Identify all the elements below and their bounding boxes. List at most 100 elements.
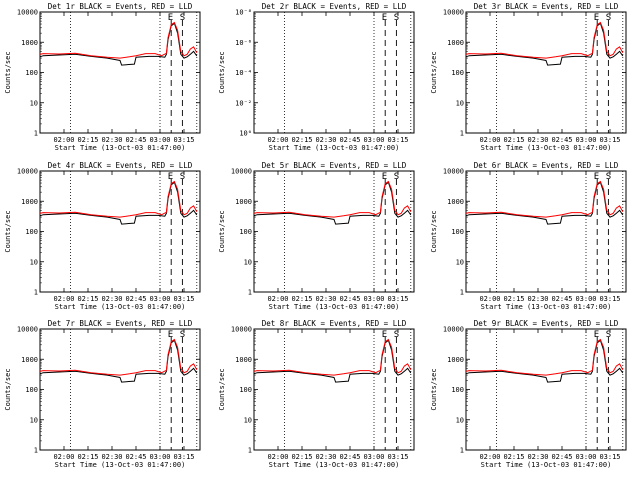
y-tick-label: 10⁻⁶ <box>235 39 252 47</box>
y-tick-label: 10 <box>456 258 464 266</box>
plot-frame <box>39 11 201 134</box>
marker-label-s: S <box>180 172 185 182</box>
x-axis-label: Start Time (13-Oct-03 01:47:00) <box>55 144 186 152</box>
x-tick-label: 02:15 <box>291 453 312 461</box>
marker-label-e: E <box>168 172 173 182</box>
x-tick-label: 02:30 <box>101 136 122 144</box>
y-axis-label: Counts/sec <box>430 210 438 252</box>
x-tick-label: 02:15 <box>77 136 98 144</box>
x-tick-label: 02:30 <box>315 136 336 144</box>
x-tick-label: 02:15 <box>291 136 312 144</box>
panel-title: Det 2r BLACK = Events, RED = LLD <box>262 2 407 11</box>
events-series-line <box>39 22 198 66</box>
x-tick-label: 02:15 <box>291 295 312 303</box>
x-tick-label: 03:15 <box>387 295 408 303</box>
panel-det-5: Det 5r BLACK = Events, RED = LLD 1 10 100 10… <box>218 161 415 311</box>
x-tick-label: 03:15 <box>387 136 408 144</box>
marker-label-e: E <box>382 172 387 182</box>
lld-series-line <box>253 338 412 376</box>
x-tick-label: 02:15 <box>77 453 98 461</box>
lld-series-line <box>39 180 198 218</box>
x-tick-label: 03:00 <box>363 295 384 303</box>
panel-det-3: Det 3r BLACK = Events, RED = LLD 1 10 100 10… <box>430 2 627 152</box>
x-tick-label: 02:00 <box>479 453 500 461</box>
marker-label-s: S <box>394 13 399 23</box>
y-tick-label: 100 <box>451 386 464 394</box>
marker-label-s: S <box>180 330 185 340</box>
x-tick-label: 02:15 <box>77 295 98 303</box>
events-series-line <box>465 181 624 225</box>
lld-series-line <box>253 180 412 218</box>
x-tick-label: 02:45 <box>339 295 360 303</box>
y-tick-label: 10 <box>244 416 252 424</box>
x-tick-label: 03:15 <box>599 453 620 461</box>
y-tick-label: 10⁻⁴ <box>235 69 252 77</box>
y-tick-label: 1000 <box>447 198 464 206</box>
y-tick-label: 10000 <box>231 326 252 334</box>
x-tick-label: 02:45 <box>551 295 572 303</box>
x-tick-label: 03:00 <box>575 453 596 461</box>
x-tick-label: 02:45 <box>125 295 146 303</box>
marker-label-s: S <box>180 13 185 23</box>
y-tick-label: 100 <box>25 228 38 236</box>
y-tick-label: 1 <box>460 447 464 455</box>
y-tick-label: 1000 <box>21 39 38 47</box>
marker-label-s: S <box>606 330 611 340</box>
panel-det-4: Det 4r BLACK = Events, RED = LLD 1 10 100 10… <box>4 161 201 311</box>
y-axis-label: Counts/sec <box>430 51 438 93</box>
plot-frame <box>465 170 627 293</box>
y-tick-label: 10000 <box>17 326 38 334</box>
x-tick-label: 02:45 <box>125 453 146 461</box>
x-tick-label: 02:30 <box>101 453 122 461</box>
y-tick-label: 10000 <box>443 326 464 334</box>
panel-det-6: Det 6r BLACK = Events, RED = LLD 1 10 100 10… <box>430 161 627 311</box>
y-tick-label: 10000 <box>443 9 464 17</box>
x-tick-label: 02:00 <box>53 136 74 144</box>
x-axis-label: Start Time (13-Oct-03 01:47:00) <box>269 303 400 311</box>
lld-series-line <box>39 338 198 376</box>
y-tick-label: 10 <box>456 416 464 424</box>
panel-title: Det 9r BLACK = Events, RED = LLD <box>474 319 619 328</box>
y-axis-label: Counts/sec <box>430 368 438 410</box>
x-tick-label: 02:30 <box>101 295 122 303</box>
panel-title: Det 7r BLACK = Events, RED = LLD <box>48 319 193 328</box>
x-tick-label: 03:15 <box>599 295 620 303</box>
y-tick-label: 100 <box>25 386 38 394</box>
events-series-line <box>253 181 412 225</box>
plot-frame <box>465 328 627 451</box>
lld-series-line <box>465 180 624 218</box>
y-tick-label: 10000 <box>443 168 464 176</box>
marker-label-s: S <box>606 172 611 182</box>
x-tick-label: 02:30 <box>315 453 336 461</box>
y-tick-label: 1 <box>34 447 38 455</box>
y-tick-label: 100 <box>239 386 252 394</box>
lld-series-line <box>39 21 198 59</box>
x-tick-label: 02:30 <box>527 295 548 303</box>
y-tick-label: 10 <box>244 258 252 266</box>
x-tick-label: 02:45 <box>125 136 146 144</box>
y-tick-label: 1000 <box>235 356 252 364</box>
x-tick-label: 02:00 <box>479 136 500 144</box>
y-tick-label: 100 <box>25 69 38 77</box>
x-axis-label: Start Time (13-Oct-03 01:47:00) <box>55 303 186 311</box>
x-axis-label: Start Time (13-Oct-03 01:47:00) <box>481 461 612 469</box>
plot-frame <box>39 328 201 451</box>
x-tick-label: 02:00 <box>479 295 500 303</box>
marker-label-s: S <box>394 330 399 340</box>
marker-label-e: E <box>168 13 173 23</box>
x-tick-label: 03:15 <box>387 453 408 461</box>
y-tick-label: 1000 <box>235 198 252 206</box>
marker-label-s: S <box>606 13 611 23</box>
x-axis-label: Start Time (13-Oct-03 01:47:00) <box>269 144 400 152</box>
x-tick-label: 03:00 <box>363 136 384 144</box>
x-axis-label: Start Time (13-Oct-03 01:47:00) <box>481 303 612 311</box>
y-tick-label: 1 <box>34 289 38 297</box>
x-tick-label: 03:00 <box>575 136 596 144</box>
lld-series-line <box>465 21 624 59</box>
y-tick-label: 10⁰ <box>239 130 252 138</box>
y-axis-label: Counts/sec <box>4 368 12 410</box>
panel-det-9: Det 9r BLACK = Events, RED = LLD 1 10 100 10… <box>430 319 627 469</box>
y-tick-label: 10⁻² <box>235 99 252 107</box>
x-tick-label: 02:30 <box>315 295 336 303</box>
